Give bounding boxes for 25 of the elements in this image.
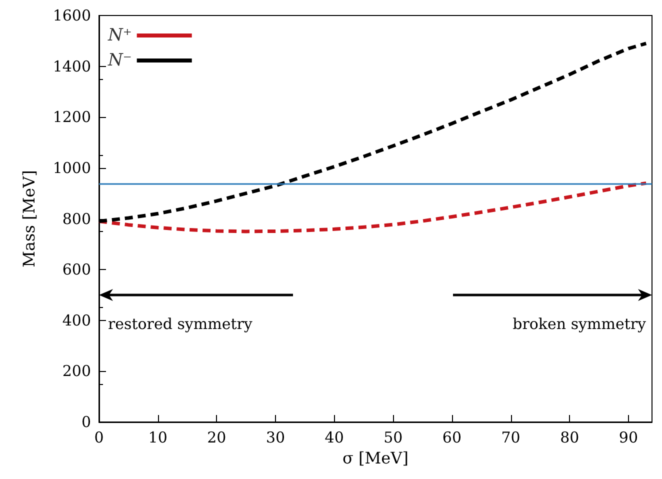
x-tick-label: 30 bbox=[266, 428, 286, 446]
x-tick-label: 20 bbox=[207, 428, 226, 446]
y-tick-label: 200 bbox=[62, 362, 91, 380]
x-tick-label: 60 bbox=[442, 428, 462, 446]
legend-label: N⁺ bbox=[106, 26, 132, 46]
x-tick-label: 90 bbox=[618, 428, 638, 446]
x-tick-label: 10 bbox=[148, 428, 168, 446]
y-tick-label: 400 bbox=[62, 311, 91, 330]
x-tick-label: 50 bbox=[384, 428, 403, 446]
y-tick-label: 1000 bbox=[52, 158, 91, 177]
y-tick-label: 600 bbox=[62, 260, 91, 279]
y-tick-label: 1600 bbox=[52, 6, 91, 24]
annotation: restored symmetry bbox=[108, 315, 252, 333]
x-tick-label: 0 bbox=[94, 428, 104, 446]
legend-label: N⁻ bbox=[106, 50, 132, 70]
x-tick-label: 40 bbox=[324, 428, 344, 446]
x-tick-label: 70 bbox=[501, 428, 520, 446]
x-axis-title: σ [MeV] bbox=[342, 448, 408, 468]
x-tick-label: 80 bbox=[560, 428, 580, 446]
y-tick-label: 0 bbox=[81, 413, 91, 431]
y-tick-label: 1200 bbox=[52, 108, 91, 126]
annotation: broken symmetry bbox=[512, 315, 646, 333]
y-tick-label: 800 bbox=[62, 210, 91, 228]
y-tick-label: 1400 bbox=[52, 57, 91, 76]
y-axis-title: Mass [MeV] bbox=[20, 170, 38, 268]
